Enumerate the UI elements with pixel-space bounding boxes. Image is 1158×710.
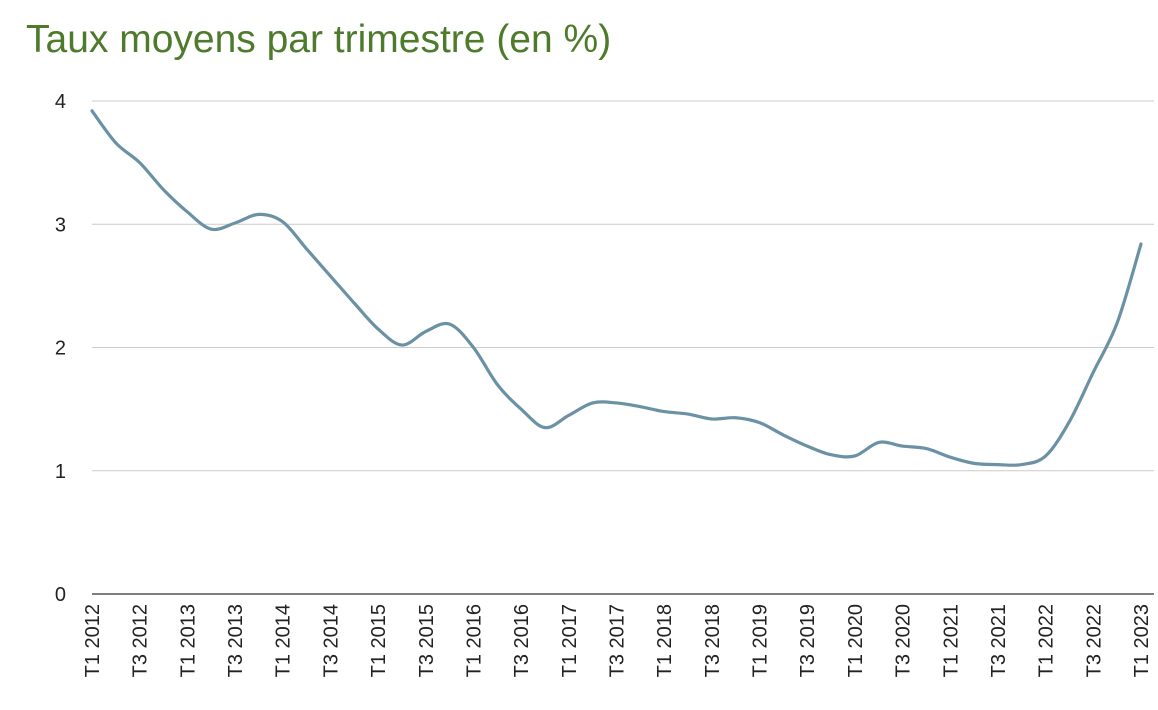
x-tick-label: T1 2023 — [1131, 604, 1153, 677]
data-point — [733, 415, 739, 421]
data-point — [1138, 241, 1144, 247]
data-point — [780, 432, 786, 438]
x-tick-label: T3 2022 — [1083, 604, 1105, 677]
data-point — [208, 226, 214, 232]
x-tick-label: T3 2021 — [988, 604, 1010, 677]
data-point — [971, 460, 977, 466]
data-point — [494, 381, 500, 387]
data-point — [1090, 369, 1096, 375]
x-tick-label: T3 2020 — [893, 604, 915, 677]
data-point — [399, 342, 405, 348]
data-point — [1066, 418, 1072, 424]
data-point — [685, 411, 691, 417]
data-point — [900, 443, 906, 449]
data-point — [113, 140, 119, 146]
data-point — [351, 300, 357, 306]
x-tick-label: T1 2013 — [177, 604, 199, 677]
data-point — [852, 453, 858, 459]
x-tick-label: T1 2022 — [1036, 604, 1058, 677]
x-tick-label: T1 2019 — [750, 604, 772, 677]
data-point — [590, 400, 596, 406]
data-point — [304, 246, 310, 252]
data-point — [876, 439, 882, 445]
data-point — [447, 321, 453, 327]
data-point — [995, 462, 1001, 468]
grid-layer — [92, 100, 1154, 595]
data-point — [256, 211, 262, 217]
data-point — [757, 420, 763, 426]
data-point — [566, 412, 572, 418]
x-tick-label: T1 2016 — [463, 604, 485, 677]
data-point — [947, 454, 953, 460]
data-point — [923, 446, 929, 452]
x-tick-label: T1 2018 — [654, 604, 676, 677]
y-tick-label: 4 — [55, 91, 66, 113]
x-axis: T1 2012 T3 2012 T1 2013 T3 2013 T1 2014 T3 20… — [82, 604, 1153, 677]
data-point — [327, 273, 333, 279]
data-point — [542, 425, 548, 431]
data-point — [614, 400, 620, 406]
y-tick-label: 1 — [55, 461, 66, 483]
data-point — [709, 416, 715, 422]
x-tick-label: T3 2013 — [225, 604, 247, 677]
data-point — [1043, 453, 1049, 459]
y-tick-label: 2 — [55, 338, 66, 360]
x-tick-label: T3 2018 — [702, 604, 724, 677]
x-tick-label: T3 2012 — [130, 604, 152, 677]
data-point — [1114, 320, 1120, 326]
y-tick-label: 3 — [55, 214, 66, 236]
data-point — [1019, 462, 1025, 468]
x-tick-label: T1 2014 — [273, 604, 295, 677]
data-point — [232, 220, 238, 226]
data-point — [280, 219, 286, 225]
x-tick-label: T3 2017 — [607, 604, 629, 677]
x-tick-label: T1 2020 — [845, 604, 867, 677]
y-axis: 0 1 2 3 4 — [55, 91, 66, 606]
x-tick-label: T1 2021 — [940, 604, 962, 677]
data-point — [89, 108, 95, 114]
data-point — [804, 443, 810, 449]
data-point — [423, 328, 429, 334]
data-point — [184, 209, 190, 215]
series-layer — [89, 108, 1144, 468]
x-tick-label: T1 2015 — [368, 604, 390, 677]
data-point — [518, 406, 524, 412]
x-tick-label: T3 2019 — [797, 604, 819, 677]
data-point — [161, 187, 167, 193]
data-point — [637, 404, 643, 410]
x-tick-label: T1 2017 — [559, 604, 581, 677]
x-tick-label: T3 2016 — [511, 604, 533, 677]
data-point — [661, 409, 667, 415]
series-line — [90, 109, 1143, 467]
x-tick-label: T1 2012 — [82, 604, 104, 677]
data-point — [137, 160, 143, 166]
data-point — [470, 345, 476, 351]
chart-title: Taux moyens par trimestre (en %) — [26, 18, 612, 61]
y-tick-label: 0 — [55, 584, 66, 606]
data-point — [828, 452, 834, 458]
data-point — [375, 326, 381, 332]
x-tick-label: T3 2015 — [416, 604, 438, 677]
x-tick-label: T3 2014 — [320, 604, 342, 677]
